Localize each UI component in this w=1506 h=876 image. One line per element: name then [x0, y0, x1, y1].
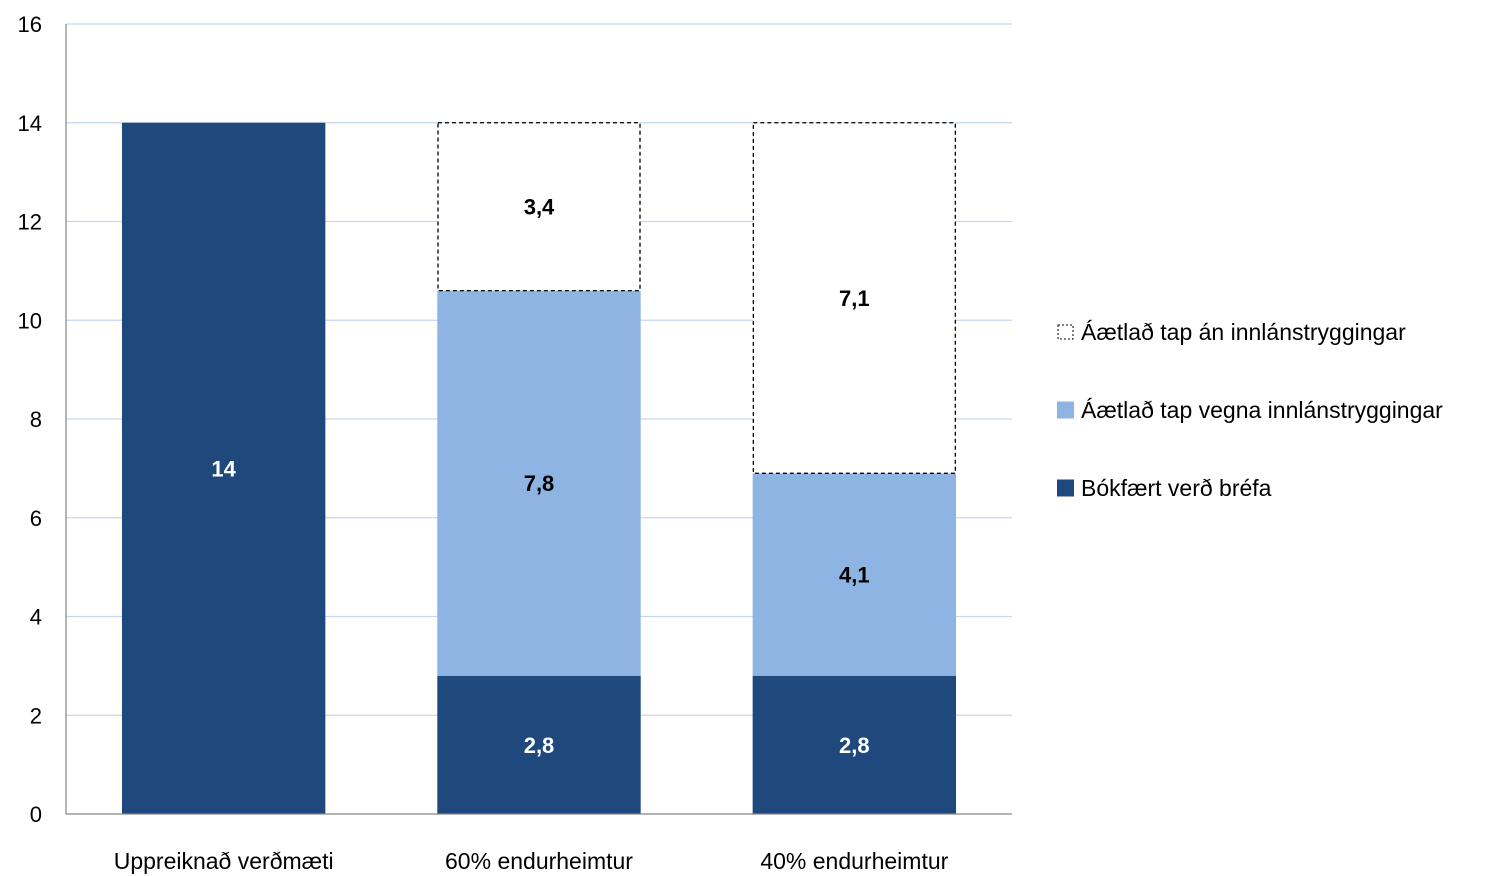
legend-swatch-2: [1057, 324, 1074, 340]
y-axis-ticks: 0 2 4 6 8 10 12 14 16: [18, 12, 42, 827]
bar-2-series-2: [752, 122, 956, 474]
legend-swatch-0: [1057, 479, 1074, 497]
data-label-1-1: 7,8: [524, 471, 555, 496]
bar-2-series-0: [752, 675, 957, 814]
legend-label-0: Bókfært verð bréfa: [1081, 475, 1272, 501]
data-label-2-2: 7,1: [839, 286, 870, 311]
y-tick-label-16: 16: [18, 12, 42, 37]
x-axis-categories: Uppreiknað verðmæti 60% endurheimtur 40% e…: [114, 848, 949, 874]
data-label-1-0: 2,8: [524, 733, 555, 758]
data-labels: 14 2,8 7,8 3,4 2,8 4,1 7,1: [211, 195, 869, 758]
bar-2-series-1: [752, 473, 957, 676]
y-tick-label-2: 2: [30, 703, 42, 728]
x-category-label-2: 40% endurheimtur: [760, 848, 948, 874]
y-tick-label-8: 8: [30, 407, 42, 432]
bar-1-series-0: [437, 675, 641, 814]
legend-swatch-1: [1057, 401, 1074, 419]
y-tick-label-14: 14: [18, 111, 42, 136]
bar-0-series-0: [121, 122, 326, 814]
data-label-2-1: 4,1: [839, 563, 870, 588]
legend: Áætlað tap án innlánstryggingar Áætlað ta…: [1057, 319, 1443, 501]
bar-1-series-1: [437, 290, 641, 676]
data-label-1-2: 3,4: [524, 195, 555, 220]
x-category-label-1: 60% endurheimtur: [445, 848, 633, 874]
legend-label-1: Áætlað tap vegna innlánstryggingar: [1081, 397, 1443, 423]
axes: [65, 24, 1012, 815]
y-tick-label-4: 4: [30, 605, 42, 630]
data-label-0-0: 14: [211, 456, 236, 481]
bar-1-series-2: [437, 122, 641, 292]
y-tick-label-10: 10: [18, 308, 42, 333]
y-tick-label-6: 6: [30, 506, 42, 531]
bars: [121, 122, 957, 814]
y-tick-label-12: 12: [18, 210, 42, 235]
x-category-label-0: Uppreiknað verðmæti: [114, 848, 334, 874]
data-label-2-0: 2,8: [839, 733, 870, 758]
legend-label-2: Áætlað tap án innlánstryggingar: [1081, 319, 1406, 345]
y-tick-label-0: 0: [30, 802, 42, 827]
